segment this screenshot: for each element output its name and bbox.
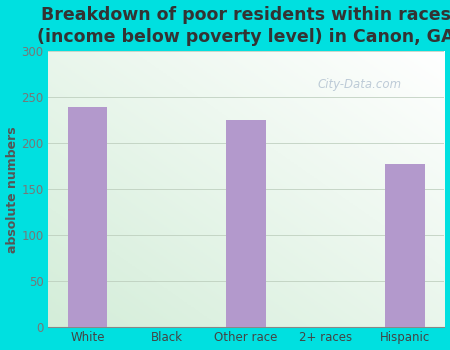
Y-axis label: absolute numbers: absolute numbers [5,126,18,253]
Title: Breakdown of poor residents within races
(income below poverty level) in Canon, : Breakdown of poor residents within races… [37,6,450,46]
Bar [385,164,425,327]
Text: City-Data.com: City-Data.com [318,78,402,91]
Bar [226,120,266,327]
Bar [68,107,107,327]
